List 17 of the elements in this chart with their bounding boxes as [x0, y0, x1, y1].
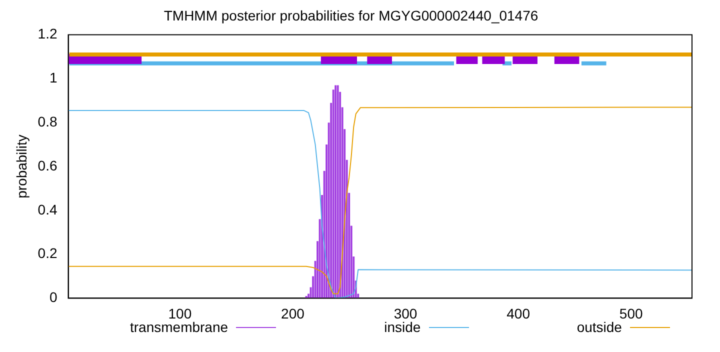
legend-label: outside [576, 319, 622, 335]
legend-label: transmembrane [130, 319, 228, 335]
legend-label: inside [384, 319, 421, 335]
x-tick-label: 300 [394, 305, 418, 322]
y-tick-label: 0.8 [38, 113, 58, 130]
y-tick-label: 0.6 [38, 157, 58, 174]
y-tick-label: 1.2 [38, 26, 58, 42]
x-tick-label: 400 [506, 305, 530, 322]
y-tick-label: 0.4 [38, 201, 58, 218]
y-tick-label: 1 [49, 70, 58, 86]
x-tick-label: 500 [619, 305, 643, 322]
y-axis-title: probability [13, 134, 30, 198]
x-tick-label: 100 [168, 305, 192, 322]
y-tick-label: 0.2 [38, 245, 58, 262]
x-tick-label: 200 [281, 305, 305, 322]
chart-title: TMHMM posterior probabilities for MGYG000002440_01476 [164, 7, 538, 24]
y-tick-label: 0 [49, 289, 58, 306]
